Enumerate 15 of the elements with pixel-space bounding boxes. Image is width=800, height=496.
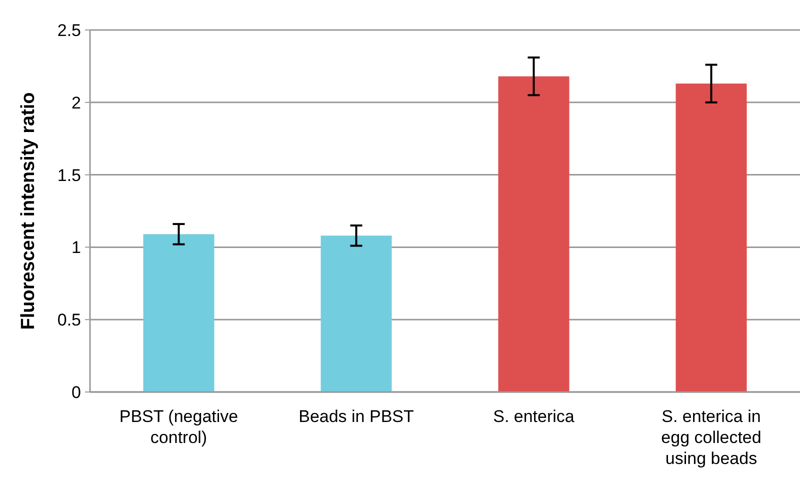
x-tick-label: PBST (negative control) — [119, 407, 238, 447]
bar — [676, 84, 747, 392]
bar — [498, 76, 570, 392]
y-tick-label: 0 — [72, 382, 81, 402]
x-tick-label: S. enterica in egg collected using beads — [661, 407, 762, 468]
y-tick-label: 1 — [72, 238, 81, 258]
y-tick-label: 0.5 — [57, 310, 81, 330]
y-axis-title: Fluorescent intensity ratio — [18, 92, 39, 330]
bar — [320, 236, 392, 392]
bar — [143, 234, 214, 392]
y-tick-label: 2.5 — [57, 20, 81, 40]
y-tick-label: 1.5 — [57, 166, 81, 185]
x-tick-label: Beads in PBST — [298, 407, 414, 426]
y-tick-label: 2 — [72, 93, 81, 112]
x-tick-label: S. enterica — [493, 407, 575, 426]
